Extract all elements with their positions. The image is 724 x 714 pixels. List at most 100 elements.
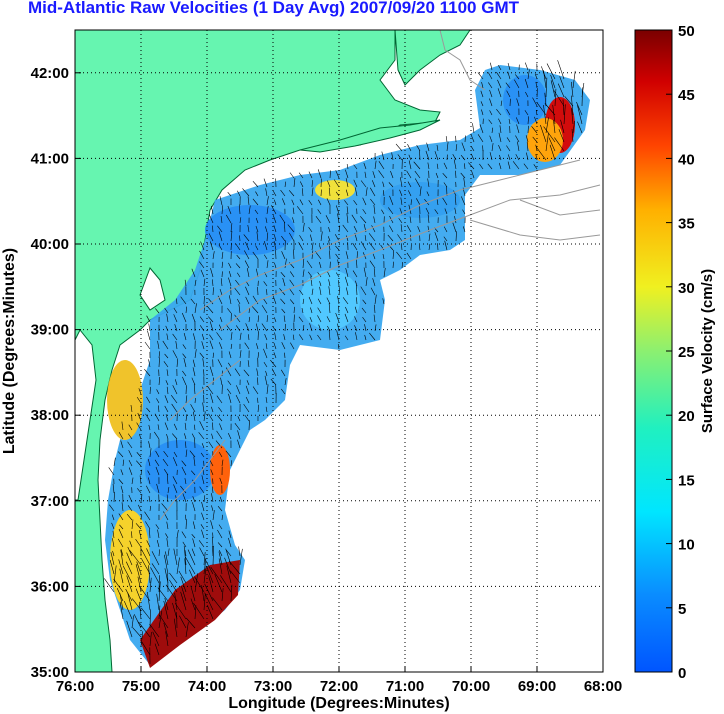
- velocity-vector: [266, 289, 268, 296]
- velocity-vector: [263, 241, 268, 251]
- velocity-vector: [211, 433, 214, 440]
- velocity-vector: [227, 191, 232, 197]
- velocity-vector: [382, 298, 385, 305]
- x-tick-label: 73:00: [254, 678, 292, 695]
- velocity-vector: [165, 380, 169, 386]
- velocity-vector: [299, 289, 304, 296]
- velocity-vector: [192, 521, 196, 530]
- velocity-vector: [155, 450, 160, 458]
- velocity-vector: [245, 396, 250, 404]
- velocity-patch-slow: [205, 205, 295, 255]
- velocity-vector: [320, 231, 323, 242]
- velocity-vector: [218, 524, 223, 530]
- velocity-vector: [445, 136, 448, 143]
- velocity-vector: [212, 287, 214, 296]
- velocity-vector: [118, 559, 124, 575]
- velocity-vector: [136, 396, 142, 404]
- velocity-vector: [255, 191, 259, 197]
- velocity-vector: [194, 573, 199, 593]
- velocity-vector: [552, 104, 556, 125]
- velocity-vector: [563, 104, 566, 125]
- velocity-vector: [326, 316, 331, 323]
- velocity-vector: [255, 343, 259, 350]
- velocity-vector: [174, 324, 178, 332]
- velocity-vector: [172, 457, 178, 467]
- velocity-vector: [118, 432, 124, 440]
- velocity-vector: [550, 74, 556, 89]
- velocity-vector: [237, 439, 241, 449]
- velocity-vector: [453, 190, 457, 197]
- velocity-vector: [220, 377, 223, 386]
- colorbar-tick-label: 35: [678, 216, 695, 233]
- velocity-vector: [453, 159, 457, 170]
- velocity-vector: [346, 164, 349, 170]
- velocity-vector: [150, 567, 160, 584]
- velocity-vector: [208, 441, 214, 449]
- velocity-vector: [202, 467, 205, 476]
- colorbar-tick-label: 10: [678, 537, 695, 554]
- velocity-vector: [400, 177, 403, 188]
- velocity-vector: [354, 316, 358, 323]
- velocity-vector: [549, 144, 556, 161]
- velocity-vector: [191, 268, 196, 278]
- velocity-vector: [452, 222, 457, 233]
- velocity-vector: [362, 197, 367, 206]
- velocity-vector: [553, 90, 565, 107]
- velocity-vector: [191, 534, 196, 539]
- velocity-vector: [221, 514, 223, 521]
- velocity-patch-fast: [315, 180, 355, 200]
- velocity-vector: [479, 124, 484, 134]
- velocity-vector: [535, 144, 538, 152]
- velocity-vector: [345, 189, 349, 197]
- velocity-vector: [247, 224, 250, 233]
- velocity-vector: [517, 141, 520, 152]
- velocity-vector: [225, 367, 232, 377]
- velocity-vector: [155, 524, 160, 530]
- velocity-vector: [425, 207, 430, 215]
- velocity-vector: [201, 529, 205, 539]
- velocity-vector: [178, 570, 187, 584]
- velocity-vector: [257, 397, 259, 404]
- velocity-vector: [166, 386, 169, 395]
- velocity-vector: [327, 271, 331, 278]
- velocity-vector: [131, 615, 134, 629]
- velocity-vector: [390, 170, 394, 179]
- velocity-vector: [335, 191, 340, 197]
- velocity-vector: [264, 333, 268, 341]
- velocity-vector: [121, 421, 124, 431]
- velocity-vector: [382, 190, 385, 197]
- land-long-island: [299, 119, 441, 153]
- velocity-vector: [273, 241, 277, 251]
- velocity-vector: [127, 433, 133, 440]
- velocity-vector: [221, 459, 224, 467]
- velocity-vector: [201, 501, 205, 512]
- velocity-vector: [301, 308, 304, 314]
- velocity-vector: [164, 568, 169, 584]
- velocity-vector: [426, 142, 430, 152]
- velocity-vector: [470, 134, 475, 143]
- x-tick-label: 76:00: [56, 678, 94, 695]
- velocity-vector: [255, 323, 259, 332]
- velocity-vector: [212, 537, 214, 548]
- velocity-vector: [165, 631, 169, 647]
- velocity-vector: [230, 584, 233, 602]
- velocity-vector: [463, 177, 466, 188]
- velocity-vector: [201, 341, 205, 350]
- velocity-vector: [193, 456, 196, 467]
- velocity-vector: [280, 369, 286, 377]
- velocity-vector: [400, 197, 403, 206]
- velocity-vector: [236, 254, 241, 260]
- velocity-vector: [284, 181, 287, 188]
- velocity-vector: [117, 451, 124, 458]
- velocity-vector: [364, 171, 367, 179]
- velocity-vector: [166, 538, 169, 548]
- velocity-vector: [464, 135, 466, 143]
- velocity-vector: [208, 233, 214, 242]
- velocity-vector: [342, 224, 349, 233]
- velocity-vector: [194, 279, 197, 287]
- velocity-vector: [234, 368, 241, 377]
- velocity-vector: [291, 199, 295, 206]
- velocity-vector: [201, 443, 205, 449]
- velocity-vector: [192, 496, 196, 503]
- velocity-vector: [398, 218, 403, 224]
